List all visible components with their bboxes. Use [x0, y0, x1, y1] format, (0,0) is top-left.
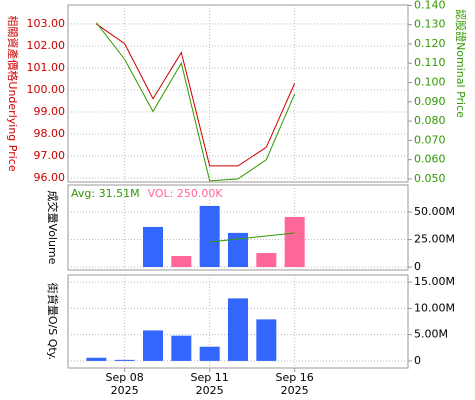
y2-tick-label: 0.050	[414, 172, 446, 185]
price-line	[96, 23, 296, 167]
y-axis-title: 成交量Volume	[46, 191, 60, 265]
y-tick-label: 5.00M	[414, 328, 448, 341]
plot-frame	[67, 274, 409, 369]
y-tick-label: 0	[414, 260, 421, 273]
legend-annotation: Avg: 31.51M	[71, 187, 140, 200]
y-tick-label: 96.00	[34, 171, 66, 184]
bar	[171, 256, 192, 268]
y-tick-label: 100.00	[27, 83, 66, 96]
x-tick-label: Sep 08	[106, 371, 144, 384]
y-tick-label: 102.00	[27, 39, 66, 52]
bar	[114, 359, 135, 361]
bar	[199, 205, 220, 268]
y-tick-label: 99.00	[34, 105, 66, 118]
x-tick-year: 2025	[111, 384, 139, 397]
bar	[143, 226, 163, 268]
y-tick-label: 103.00	[27, 17, 66, 30]
y2-tick-label: 0.070	[414, 133, 446, 146]
y2-tick-label: 0.110	[414, 56, 446, 69]
plot-frame	[67, 4, 409, 183]
bar	[256, 319, 277, 361]
bar	[228, 298, 248, 361]
bar	[143, 330, 163, 361]
x-tick-year: 2025	[281, 384, 309, 397]
y2-tick-label: 0.100	[414, 76, 446, 89]
y2-axis-title: 認股證Nominal Price	[454, 9, 468, 118]
bar	[256, 253, 277, 268]
y-tick-label: 25.00M	[414, 233, 455, 246]
bar	[86, 357, 107, 361]
y2-tick-label: 0.090	[414, 95, 446, 108]
y-tick-label: 101.00	[27, 61, 66, 74]
y2-tick-label: 0.060	[414, 153, 446, 166]
bar	[228, 232, 248, 268]
legend-annotation: VOL: 250.00K	[148, 187, 224, 200]
bar	[199, 346, 220, 361]
y-axis-title: 街貨量O/S Qty.	[46, 283, 60, 360]
y2-tick-label: 0.130	[414, 18, 446, 31]
y-tick-label: 10.00M	[414, 301, 455, 314]
y-tick-label: 0	[414, 354, 421, 367]
y-tick-label: 98.00	[34, 127, 66, 140]
y-tick-label: 15.00M	[414, 275, 455, 288]
y2-tick-label: 0.080	[414, 114, 446, 127]
y-tick-label: 97.00	[34, 149, 66, 162]
avg-line	[209, 232, 295, 243]
plot-frame	[67, 184, 409, 271]
y-tick-label: 50.00M	[414, 205, 455, 218]
x-tick-year: 2025	[196, 384, 224, 397]
y2-tick-label: 0.120	[414, 37, 446, 50]
y-axis-title: 相關資產價格Underlying Price	[6, 15, 20, 171]
x-tick-label: Sep 16	[276, 371, 314, 384]
price-line	[95, 22, 296, 182]
y2-tick-label: 0.140	[414, 0, 446, 11]
x-tick-label: Sep 11	[191, 371, 229, 384]
bar	[284, 216, 305, 268]
bar	[171, 335, 192, 361]
